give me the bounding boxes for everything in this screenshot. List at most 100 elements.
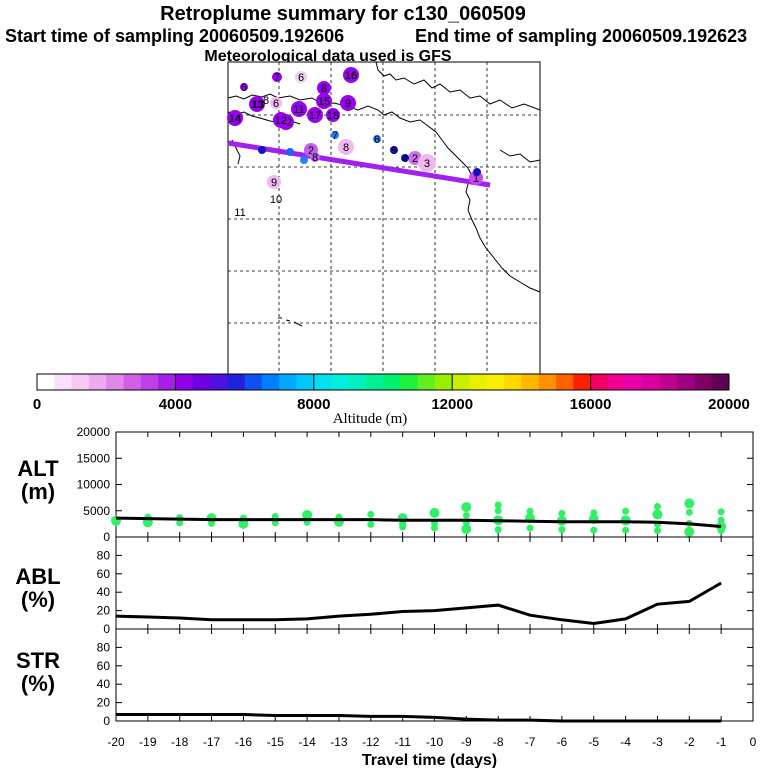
marker-day-label: 14 [229, 113, 241, 125]
panel-frame [115, 628, 754, 722]
altitude-sample-point [367, 520, 375, 528]
coastline-islands-2 [499, 149, 541, 163]
colorbar-swatch [659, 374, 678, 390]
altitude-sample-point [494, 501, 502, 509]
colorbar-swatch [538, 374, 557, 390]
figure-title: Retroplume summary for c130_060509 [160, 3, 526, 25]
trajectory-dot [473, 168, 481, 176]
trajectory-day-marker: 4 [401, 153, 409, 165]
colorbar-ticks: 0 4000 8000 12000 16000 20000 [33, 374, 750, 413]
trajectory-day-marker: 8 [338, 139, 354, 155]
marker-dot [418, 154, 436, 172]
trajectory-day-marker: 5 [240, 82, 248, 94]
marker-day-label: 13 [252, 99, 264, 111]
x-tick-label: -1 [716, 735, 727, 749]
trajectory-day-marker: 7 [272, 72, 282, 84]
met-data-label: Meteorological data used is GFS [204, 48, 451, 65]
marker-dot [326, 108, 340, 122]
colorbar-swatch [469, 374, 488, 390]
colorbar-swatch [607, 374, 626, 390]
x-tick-label: -17 [203, 735, 221, 749]
marker-dot [227, 110, 243, 126]
marker-day-label: 3 [424, 158, 430, 170]
trajectory-dot [258, 146, 266, 154]
marker-day-label: 5 [241, 82, 247, 94]
panel-label-unit: (%) [21, 587, 55, 612]
altitude-sample-point [494, 526, 502, 534]
y-tick-label: 60 [97, 659, 111, 673]
colorbar-swatch [677, 374, 695, 390]
trajectory-day-marker: 5 [390, 145, 398, 157]
colorbar-swatch [521, 374, 540, 390]
marker-day-label: 1 [473, 173, 479, 185]
marker-dot [310, 152, 320, 162]
marker-day-label: 8 [321, 83, 327, 95]
x-tick-label: -12 [362, 735, 380, 749]
x-tick-label: -8 [493, 735, 504, 749]
altitude-sample-point [653, 527, 661, 535]
altitude-sample-point [431, 524, 438, 532]
marker-day-label: 8 [312, 152, 318, 164]
colorbar-swatch [504, 374, 522, 390]
colorbar-swatch [694, 374, 713, 390]
colorbar-swatch [313, 374, 332, 390]
colorbar-tick-label: 20000 [708, 396, 750, 413]
x-tick-label: 0 [750, 735, 757, 749]
altitude-sample-point [208, 519, 216, 527]
altitude-sample-point [685, 508, 693, 516]
colorbar-swatch [434, 374, 453, 390]
marker-dot [307, 107, 323, 123]
marker-day-label: 13 [251, 99, 263, 111]
altitude-sample-point [653, 503, 661, 511]
trajectory-day-marker: 11 [234, 207, 245, 219]
altitude-sample-point [462, 511, 470, 519]
y-tick-label: 10000 [77, 478, 111, 492]
colorbar-swatch [400, 374, 419, 390]
panel-label: STR [16, 648, 60, 673]
colorbar-tick-label: 8000 [297, 396, 330, 413]
colorbar-tick-label: 16000 [570, 396, 612, 413]
trajectory-day-marker: 15 [316, 93, 332, 109]
y-tick-label: 20000 [77, 425, 111, 439]
y-tick-label: 20 [97, 604, 111, 618]
altitude-sample-point [526, 524, 534, 532]
trajectory-day-marker: 8 [317, 81, 331, 95]
trajectory-day-marker: 9 [340, 95, 356, 111]
marker-dot [373, 135, 381, 143]
marker-dot [272, 72, 282, 82]
trajectory-day-marker: 6 [373, 134, 381, 146]
x-tick-label: -16 [235, 735, 253, 749]
y-tick-label: 40 [97, 677, 111, 691]
trajectory-day-marker: 10 [270, 194, 282, 206]
colorbar-swatch [625, 374, 643, 390]
x-tick-label: -7 [525, 735, 536, 749]
altitude-sample-point [590, 526, 598, 534]
marker-day-label: 16 [345, 70, 357, 82]
marker-dot [295, 71, 307, 83]
y-tick-label: 15000 [77, 451, 111, 465]
marker-dot [267, 175, 281, 189]
x-tick-label: -20 [107, 735, 125, 749]
colorbar-swatch [486, 374, 505, 390]
colorbar-swatch [37, 374, 55, 390]
end-time-label: End time of sampling 20060509.192623 [415, 26, 747, 46]
x-tick-label: -5 [588, 735, 599, 749]
x-tick-label: -6 [557, 735, 568, 749]
marker-day-label: 18 [327, 110, 339, 122]
trajectory-path [227, 140, 491, 188]
marker-day-label: 4 [402, 153, 408, 165]
marker-day-label: 9 [345, 98, 351, 110]
marker-day-label: 11 [234, 207, 245, 219]
y-tick-label: 0 [103, 622, 110, 636]
colorbar-tick-label: 4000 [159, 396, 192, 413]
colorbar-swatch [590, 374, 609, 390]
start-time-label: Start time of sampling 20060509.192606 [5, 26, 344, 46]
trajectory-day-marker: 18 [326, 108, 340, 122]
altitude-sample-point [238, 518, 249, 529]
x-tick-label: -13 [330, 735, 348, 749]
y-tick-label: 0 [103, 530, 110, 544]
colorbar-swatch [556, 374, 574, 390]
altitude-sample-point [622, 526, 630, 534]
altitude-sample-point [461, 502, 472, 513]
